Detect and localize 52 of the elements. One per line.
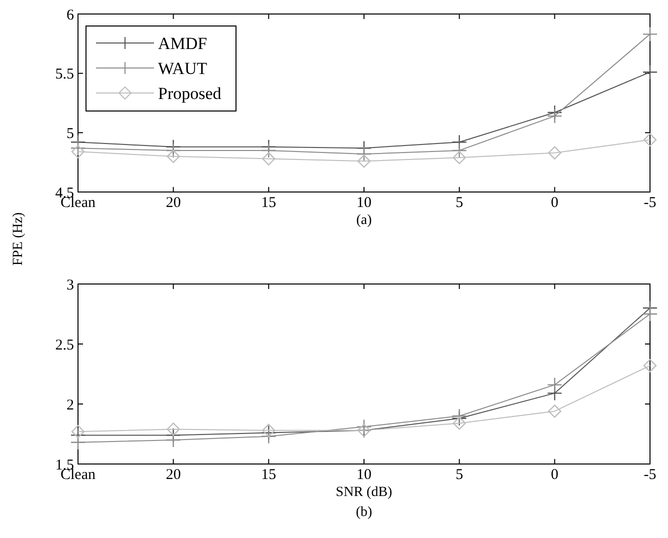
- point: [261, 142, 276, 158]
- x-tick-label: 5: [456, 195, 464, 211]
- point: [70, 140, 86, 156]
- x-tick-label: 10: [356, 195, 372, 211]
- point: [452, 416, 466, 430]
- point: [548, 146, 562, 160]
- x-tick-label: 0: [550, 195, 558, 211]
- x-tick-label: -5: [644, 467, 656, 483]
- x-axis-title: SNR (dB): [336, 485, 393, 500]
- y-tick-label: 2.5: [55, 337, 74, 354]
- legend-label: AMDF: [158, 34, 208, 53]
- legend-label: WAUT: [158, 58, 208, 78]
- point: [71, 145, 85, 158]
- y-tick-label: 5.5: [55, 66, 74, 83]
- point: [452, 142, 467, 158]
- point: [642, 26, 658, 42]
- point: [166, 150, 180, 163]
- y-axis-title: FPE (Hz): [11, 212, 26, 266]
- y-tick-label: 2: [66, 397, 74, 414]
- point: [356, 419, 372, 434]
- x-tick-label: 5: [456, 467, 464, 483]
- text: (b): [356, 505, 372, 520]
- y-tick-label: 5: [66, 126, 74, 142]
- y-tick-label: 3: [66, 277, 74, 294]
- point: [548, 404, 562, 418]
- x-tick-label: 20: [166, 195, 181, 211]
- point: [261, 428, 276, 444]
- point: [262, 152, 276, 166]
- point: [70, 434, 86, 450]
- point: [262, 424, 276, 437]
- y-tick-label: 6: [66, 7, 74, 24]
- point: [547, 377, 562, 392]
- point: [452, 150, 466, 164]
- x-tick-label: 15: [261, 195, 276, 211]
- x-tick-label: 10: [356, 467, 372, 483]
- point: [356, 146, 372, 162]
- point: [642, 306, 658, 322]
- x-tick-label: 20: [166, 467, 181, 483]
- x-tick-label: 15: [261, 467, 276, 483]
- point: [71, 425, 85, 438]
- point: [643, 359, 657, 372]
- point: [166, 422, 180, 436]
- point: [642, 64, 658, 80]
- point: [166, 142, 181, 158]
- legend-label: Proposed: [158, 84, 222, 103]
- x-tick-label: 0: [550, 467, 558, 483]
- point: [547, 108, 562, 124]
- x-tick-label: -5: [644, 195, 656, 211]
- point: [166, 432, 181, 448]
- point: [643, 133, 657, 146]
- point: [357, 154, 371, 168]
- x-axis-title: (a): [356, 213, 372, 228]
